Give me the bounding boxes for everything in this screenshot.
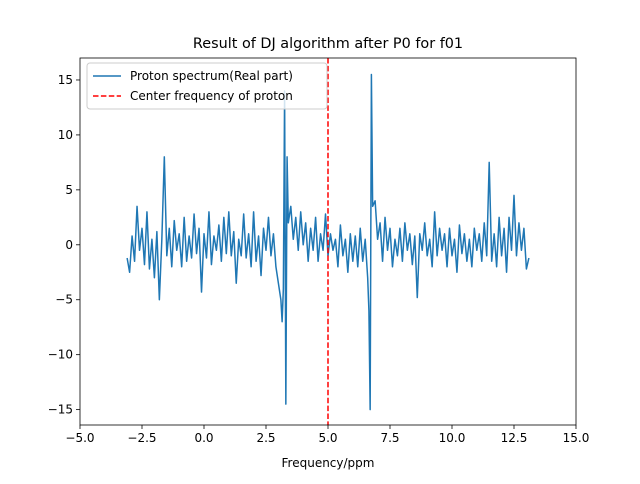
y-tick-label: −15 (48, 403, 73, 417)
y-tick-label: 5 (65, 183, 73, 197)
x-tick-label: 10.0 (439, 431, 466, 445)
plot-frame (79, 57, 577, 426)
x-tick-label: 15.0 (563, 431, 590, 445)
x-tick-label: −5.0 (65, 431, 94, 445)
x-tick-label: 12.5 (501, 431, 528, 445)
spectrum-line (126, 73, 530, 411)
legend-box (86, 62, 328, 110)
x-axis-label: Frequency/ppm (282, 456, 375, 470)
x-tick-label: 7.5 (380, 431, 399, 445)
x-tick-label: 0.0 (194, 431, 213, 445)
y-tick-label: 10 (58, 128, 73, 142)
chart-title: Result of DJ algorithm after P0 for f01 (193, 36, 463, 52)
y-tick-label: 15 (58, 73, 73, 87)
x-tick-label: 2.5 (256, 431, 275, 445)
y-tick-label: 0 (65, 238, 73, 252)
y-tick-label: −5 (55, 293, 73, 307)
x-tick-label: 5.0 (318, 431, 337, 445)
legend-label: Proton spectrum(Real part) (130, 69, 293, 83)
legend-label: Center frequency of proton (130, 89, 293, 103)
y-tick-label: −10 (48, 348, 73, 362)
x-tick-label: −2.5 (127, 431, 156, 445)
